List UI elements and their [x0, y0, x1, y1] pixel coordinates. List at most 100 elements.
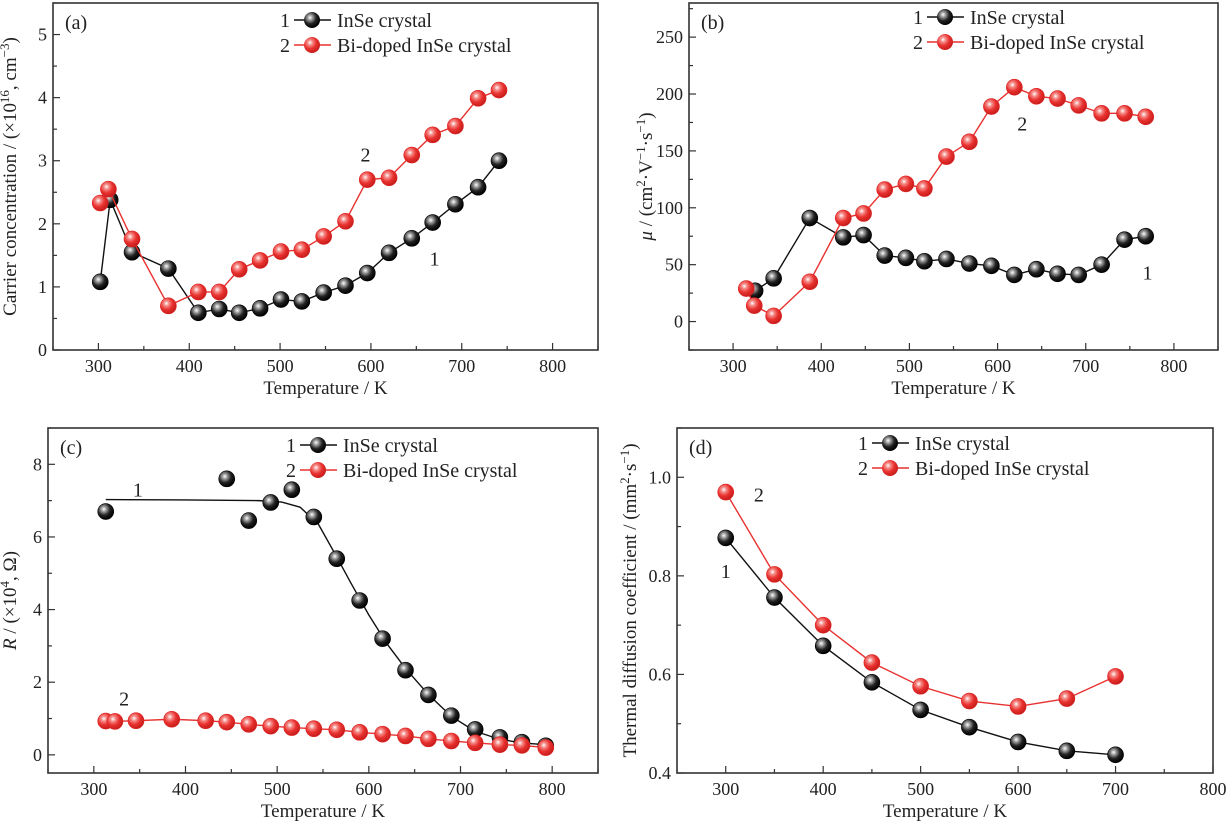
data-point [262, 717, 280, 735]
y-tick-label: 8 [33, 454, 42, 474]
legend-marker [310, 437, 326, 453]
panel-label: (d) [689, 437, 712, 459]
data-point [1070, 97, 1087, 114]
x-tick-label: 500 [267, 356, 294, 376]
data-point [380, 244, 398, 262]
series-bi-doped-inse [738, 78, 1155, 325]
data-point [1093, 256, 1110, 273]
y-tick-label: 0.4 [649, 763, 672, 783]
y-tick-label: 1.0 [649, 467, 672, 487]
data-point [328, 550, 346, 568]
curve-label: 1 [1142, 263, 1152, 285]
data-point [766, 589, 783, 606]
y-tick-label: 2 [33, 672, 42, 692]
data-point [469, 89, 487, 107]
data-point [1049, 265, 1066, 283]
y-tick-label: 2 [38, 214, 47, 234]
legend-number: 1 [286, 435, 296, 457]
data-point [717, 483, 735, 501]
x-tick-label: 400 [172, 779, 199, 799]
data-point [961, 255, 978, 272]
data-point [293, 241, 311, 258]
data-point [717, 529, 735, 547]
data-point [912, 677, 929, 695]
data-point [961, 133, 978, 151]
x-tick-label: 600 [357, 356, 384, 376]
y-axis-title-segment: ) [620, 443, 641, 449]
y-axis-title-superscript: 2 [617, 477, 632, 484]
x-tick-label: 700 [1072, 356, 1099, 376]
data-point [938, 148, 955, 165]
data-point [469, 178, 487, 196]
data-point [912, 701, 929, 719]
y-tick-label: 0.6 [649, 664, 672, 684]
data-point [420, 730, 437, 748]
data-point [447, 195, 464, 213]
y-axis-title-segment: μ [636, 231, 657, 242]
series-line [725, 491, 1116, 708]
data-point [447, 117, 464, 135]
data-point [738, 280, 755, 297]
y-tick-label: 0 [38, 340, 47, 360]
data-point [1070, 266, 1087, 284]
data-point [272, 291, 290, 308]
legend-entry: 1 InSe crystal [280, 10, 432, 32]
x-tick-label: 800 [539, 779, 566, 799]
data-point [358, 264, 376, 282]
data-point [961, 692, 978, 710]
y-tick-label: 3 [38, 151, 47, 171]
y-tick-label: 6 [33, 527, 42, 547]
data-point [106, 713, 124, 730]
data-point [262, 494, 280, 511]
data-point [1107, 668, 1124, 685]
data-point [283, 719, 301, 736]
legend-entry: 2 Bi-doped InSe crystal [286, 460, 518, 482]
data-point [293, 293, 311, 310]
data-point [491, 736, 509, 753]
data-point [745, 297, 763, 314]
x-tick-label: 600 [1005, 779, 1032, 799]
data-point [251, 300, 269, 317]
chart-panel-c: 300 400 500 600 700 800 0 2 4 6 8 Temperature / K R … [0, 427, 599, 822]
data-point [513, 737, 531, 754]
data-point [961, 718, 978, 736]
data-point [374, 725, 391, 743]
data-point [218, 470, 236, 488]
y-tick-label: 4 [38, 88, 47, 108]
data-point [490, 81, 508, 99]
y-axis-title-segment: Thermal diffusion coefficient / (mm [620, 484, 641, 758]
data-point [855, 205, 872, 222]
data-point [801, 209, 819, 227]
data-point [337, 277, 354, 294]
legend-number: 2 [913, 32, 923, 54]
x-tick-label: 800 [1160, 356, 1187, 376]
data-point [443, 732, 460, 750]
y-axis-title-segment: Carrier concentration / (×10 [0, 103, 21, 316]
legend-number: 1 [280, 10, 290, 32]
series-inse [717, 529, 1124, 764]
data-point [240, 716, 258, 733]
data-point [1058, 742, 1076, 760]
data-point [100, 180, 117, 198]
data-point [190, 283, 207, 301]
plot-frame [676, 427, 1214, 774]
fit-curve [105, 498, 546, 746]
legend-marker [937, 34, 953, 50]
data-point [863, 674, 881, 691]
data-point [466, 734, 484, 752]
data-point [765, 270, 782, 287]
x-tick-label: 500 [907, 779, 934, 799]
y-axis-title-superscript: 2 [633, 180, 648, 187]
data-point [1116, 105, 1133, 122]
data-point [351, 724, 368, 741]
data-point [916, 180, 933, 197]
data-point [160, 297, 177, 315]
data-point [328, 721, 346, 739]
legend-label: InSe crystal [915, 433, 1010, 455]
legend-label: InSe crystal [970, 7, 1065, 29]
x-tick-label: 600 [984, 356, 1011, 376]
curve-label: 2 [119, 689, 129, 711]
data-point [397, 727, 414, 745]
x-axis-title: Temperature / K [263, 378, 388, 399]
legend-number: 1 [858, 433, 868, 455]
